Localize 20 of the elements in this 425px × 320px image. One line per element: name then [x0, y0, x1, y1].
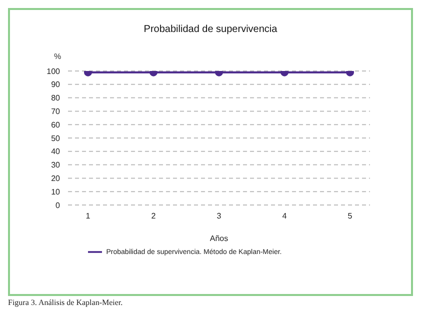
y-tick-label: 40 [51, 147, 61, 156]
text: Figura 3. Análisis de Kaplan-Meier. [8, 298, 124, 307]
chart-title: Probabilidad de supervivencia [142, 24, 278, 35]
y-tick-label: 60 [51, 120, 61, 130]
x-axis-title: Años [210, 234, 228, 243]
y-tick-label: 100 [46, 66, 61, 76]
x-tick-label: 5 [348, 212, 353, 221]
y-axis-title: % [54, 52, 62, 61]
x-tick-label: 4 [282, 212, 288, 221]
y-tick-label: 80 [51, 94, 61, 103]
y-tick-label: 50 [51, 134, 61, 143]
x-tick-label: 3 [216, 212, 222, 221]
y-tick-label: 20 [51, 174, 61, 184]
x-tick-label: 2 [151, 212, 156, 221]
y-tick-label: 0 [56, 200, 61, 210]
y-tick-label: 70 [51, 107, 61, 116]
x-tick-label: 1 [86, 212, 91, 221]
y-tick-label: 90 [51, 80, 61, 90]
y-tick-label: 30 [51, 160, 61, 170]
y-tick-label: 10 [51, 187, 61, 196]
